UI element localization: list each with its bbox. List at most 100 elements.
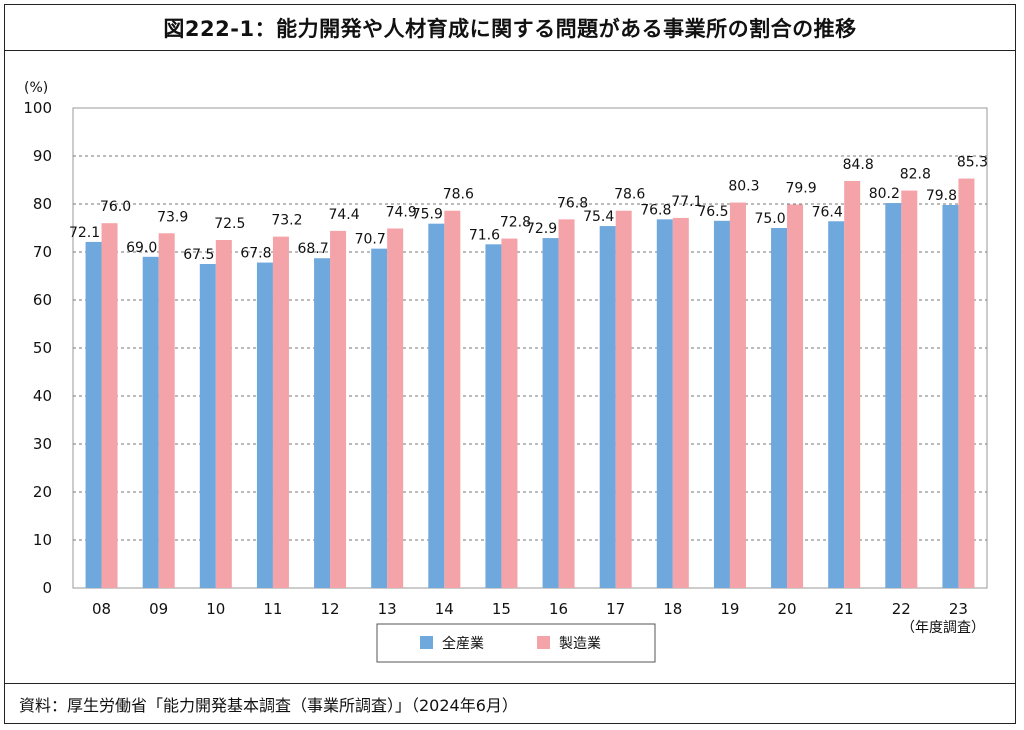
bar-manufacturing <box>272 236 289 588</box>
y-tick-label: 10 <box>33 531 52 549</box>
data-label-all-industries: 72.9 <box>526 221 557 237</box>
data-label-all-industries: 80.2 <box>869 186 900 202</box>
legend-label-mfg: 製造業 <box>559 636 601 652</box>
data-label-manufacturing: 73.9 <box>157 209 188 225</box>
bar-manufacturing <box>101 223 118 588</box>
data-label-manufacturing: 76.8 <box>557 195 588 211</box>
x-tick-label: 21 <box>835 600 854 618</box>
bar-manufacturing <box>330 230 347 588</box>
bar-all-industries <box>428 223 445 588</box>
bar-all-industries <box>885 203 902 589</box>
data-label-all-industries: 68.7 <box>297 241 328 257</box>
x-tick-label: 20 <box>778 600 797 618</box>
bar-all-industries <box>542 238 559 588</box>
bar-all-industries <box>771 228 788 588</box>
legend: 全産業 製造業 <box>376 623 656 663</box>
bar-all-industries <box>828 221 845 588</box>
data-label-all-industries: 75.0 <box>754 211 785 227</box>
bar-manufacturing <box>215 240 232 588</box>
x-tick-label: 12 <box>321 600 340 618</box>
bar-manufacturing <box>558 219 575 589</box>
legend-label-all: 全産業 <box>442 635 484 652</box>
data-label-all-industries: 67.5 <box>183 247 214 263</box>
x-tick-label: 23 <box>949 600 968 618</box>
data-label-manufacturing: 85.3 <box>957 155 988 171</box>
data-label-all-industries: 75.9 <box>412 207 443 223</box>
bar-all-industries <box>371 248 388 588</box>
y-unit-label: (%) <box>24 80 48 96</box>
data-label-manufacturing: 78.6 <box>443 187 474 203</box>
figure-title: 図222-1：能力開発や人材育成に関する問題がある事業所の割合の推移 <box>5 5 1015 51</box>
bar-manufacturing <box>672 217 689 589</box>
data-label-manufacturing: 73.2 <box>271 213 302 229</box>
bar-manufacturing <box>901 190 918 588</box>
data-labels: 72.176.0 69.073.9 67.572.5 67.8 73.2 68.7 74.4… <box>69 155 988 263</box>
data-label-manufacturing: 74.4 <box>328 207 359 223</box>
x-tick-label: 10 <box>206 600 225 618</box>
x-tick-label: 11 <box>263 600 282 618</box>
data-label-all-industries: 76.5 <box>697 204 728 220</box>
x-tick-label: 08 <box>92 600 111 618</box>
y-tick-label: 20 <box>33 483 52 501</box>
legend-box <box>376 623 656 663</box>
data-label-manufacturing: 79.9 <box>785 180 816 196</box>
x-tick-label: 18 <box>663 600 682 618</box>
bar-all-industries <box>656 219 673 589</box>
y-tick-label: 90 <box>33 147 52 165</box>
data-label-all-industries: 70.7 <box>355 232 386 248</box>
bar-all-industries <box>85 241 102 589</box>
source-note: 資料：厚生労働省「能力開発基本調査（事業所調査）」（2024年6月） <box>5 683 1015 723</box>
x-axis-note: （年度調査） <box>901 620 985 636</box>
x-tick-label: 16 <box>549 600 568 618</box>
data-label-manufacturing: 76.0 <box>100 199 131 215</box>
bar-all-industries <box>485 244 502 588</box>
bar-manufacturing <box>729 202 746 588</box>
y-tick-label: 60 <box>33 291 52 309</box>
bar-all-industries <box>199 264 216 588</box>
data-label-manufacturing: 78.6 <box>614 187 645 203</box>
bars <box>85 178 975 589</box>
bar-manufacturing <box>615 210 632 588</box>
data-label-all-industries: 79.8 <box>926 188 957 204</box>
x-tick-label: 14 <box>435 600 454 618</box>
data-label-all-industries: 76.4 <box>812 204 843 220</box>
y-axis-ticks: 0 10 20 30 40 50 60 70 80 90 100 <box>23 99 52 597</box>
x-tick-label: 17 <box>606 600 625 618</box>
data-label-manufacturing: 80.3 <box>728 179 759 195</box>
bar-manufacturing <box>444 210 461 588</box>
x-tick-label: 09 <box>149 600 168 618</box>
data-label-all-industries: 69.0 <box>126 240 157 256</box>
data-label-manufacturing: 84.8 <box>843 157 874 173</box>
y-tick-label: 50 <box>33 339 52 357</box>
y-tick-label: 100 <box>23 99 52 117</box>
figure-frame: 図222-1：能力開発や人材育成に関する問題がある事業所の割合の推移 資料：厚生… <box>4 4 1016 724</box>
data-label-all-industries: 76.8 <box>640 202 671 218</box>
x-axis-ticks: 08 09 10 11 12 13 14 15 16 17 18 19 20 21 22 23 <box>92 600 968 618</box>
y-tick-label: 30 <box>33 435 52 453</box>
bar-all-industries <box>256 262 273 588</box>
legend-swatch-all <box>420 636 433 649</box>
legend-swatch-mfg <box>537 636 550 649</box>
data-label-manufacturing: 77.1 <box>671 194 702 210</box>
bar-manufacturing <box>787 204 804 589</box>
bar-manufacturing <box>387 228 404 589</box>
data-label-manufacturing: 82.8 <box>900 167 931 183</box>
y-tick-label: 70 <box>33 243 52 261</box>
x-tick-label: 15 <box>492 600 511 618</box>
data-label-manufacturing: 72.8 <box>500 215 531 231</box>
bar-all-industries <box>599 226 616 588</box>
bar-manufacturing <box>158 233 175 588</box>
bar-all-industries <box>314 258 331 588</box>
y-tick-label: 80 <box>33 195 52 213</box>
data-label-manufacturing: 74.9 <box>386 204 417 220</box>
data-label-all-industries: 71.6 <box>469 227 500 243</box>
y-tick-label: 40 <box>33 387 52 405</box>
x-tick-label: 22 <box>892 600 911 618</box>
bar-manufacturing <box>958 178 975 588</box>
bar-all-industries <box>142 256 159 588</box>
data-label-all-industries: 67.8 <box>240 246 271 262</box>
y-tick-label: 0 <box>42 579 52 597</box>
bar-manufacturing <box>844 180 861 588</box>
x-tick-label: 13 <box>378 600 397 618</box>
